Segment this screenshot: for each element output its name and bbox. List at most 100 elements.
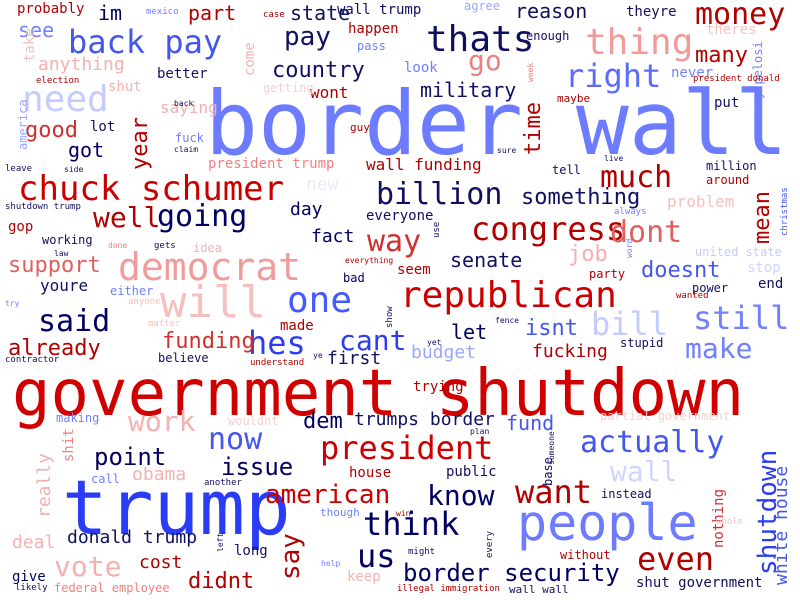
word-public: public	[446, 464, 497, 480]
word-everyone: everyone	[366, 208, 434, 224]
word-fuck: fuck	[175, 131, 204, 145]
word-trumps-border: trumps border	[354, 409, 495, 430]
word-put: put	[714, 95, 740, 111]
word-white-house: white house	[771, 465, 792, 585]
word-mean: mean	[750, 191, 775, 244]
word-still: still	[693, 299, 790, 337]
word-nancy-pelosi: nancy pelosi	[751, 41, 765, 128]
word-dem: dem	[303, 409, 343, 434]
word-much: much	[600, 160, 673, 195]
word-trying: trying	[413, 379, 464, 395]
word-take: take	[22, 28, 38, 62]
word-job: job	[568, 242, 608, 267]
word-cant: cant	[339, 324, 407, 357]
word-week: week	[526, 62, 535, 82]
word-got: got	[68, 138, 105, 162]
word-billion: billion	[376, 177, 503, 212]
word-matter: matter	[148, 319, 181, 329]
word-never: never	[671, 65, 714, 81]
word-instead: instead	[601, 487, 652, 501]
word-border-security: border security	[403, 559, 620, 587]
word-deal: deal	[12, 532, 56, 553]
word-working: working	[42, 233, 93, 247]
word-stupid: stupid	[620, 336, 664, 350]
word-shut: shut	[108, 79, 142, 95]
word-better: better	[157, 66, 208, 82]
word-make: make	[685, 332, 753, 365]
word-youre: youre	[40, 276, 89, 295]
word-long: long	[234, 543, 268, 559]
word-point: point	[94, 443, 167, 471]
word-case: case	[263, 10, 285, 20]
word-im: im	[98, 1, 123, 25]
word-use: use	[432, 221, 442, 238]
word-funding: funding	[162, 329, 255, 354]
word-lot: lot	[90, 119, 116, 135]
word-gets: gets	[154, 241, 176, 251]
word-thing: thing	[585, 22, 694, 63]
word-problem: problem	[667, 192, 735, 211]
word-already: already	[8, 336, 101, 361]
word-theyre: theyre	[626, 4, 677, 20]
word-help: help	[321, 559, 341, 568]
word-one: one	[287, 280, 353, 321]
word-another: another	[204, 478, 242, 488]
word-country: country	[272, 58, 365, 83]
word-try: try	[5, 299, 20, 308]
word-united-state: united state	[695, 245, 782, 259]
word-law: law	[54, 249, 69, 258]
word-democrat: democrat	[118, 245, 302, 289]
word-party: party	[589, 267, 626, 281]
word-president: president	[320, 429, 494, 467]
word-election: election	[36, 76, 80, 86]
word-say: say	[276, 533, 306, 580]
word-end: end	[758, 276, 784, 292]
word-didnt: didnt	[188, 569, 255, 594]
word-congress: congress	[471, 210, 626, 248]
word-believe: believe	[158, 351, 209, 365]
word-need: need	[22, 79, 109, 120]
word-idea: idea	[193, 241, 222, 255]
word-keep: keep	[347, 569, 381, 585]
word-power: power	[692, 281, 729, 295]
word-donald-trump: donald trump	[67, 527, 198, 548]
word-said: said	[38, 304, 111, 339]
word-republican: republican	[400, 275, 617, 316]
word-wont: wont	[310, 83, 349, 102]
word-way: way	[367, 224, 422, 259]
word-plan: plan	[470, 427, 490, 436]
word-happen: happen	[348, 21, 399, 37]
word-military: military	[420, 78, 517, 102]
word-pay: pay	[284, 22, 331, 52]
word-someone: someone	[547, 431, 556, 465]
word-theres: theres	[706, 22, 757, 38]
word-understand: understand	[250, 358, 305, 368]
word-might: might	[408, 547, 436, 557]
word-back-pay: back pay	[68, 23, 223, 61]
word-american: american	[265, 480, 391, 510]
word-see: see	[18, 18, 55, 42]
word-well: well	[93, 201, 161, 234]
word-doesnt: doesnt	[641, 258, 721, 283]
word-new: new	[306, 174, 339, 195]
word-time: time	[521, 102, 546, 155]
word-us: us	[357, 537, 396, 575]
word-year: year	[128, 117, 153, 170]
word-saying: saying	[160, 98, 218, 117]
word-likely: likely	[15, 583, 48, 593]
word-really: really	[34, 452, 55, 518]
word-claim: claim	[174, 145, 199, 154]
word-win: win	[396, 509, 411, 518]
word-fence: fence	[495, 316, 520, 325]
word-always: always	[614, 207, 647, 217]
word-money: money	[695, 0, 786, 32]
word-stop: stop	[747, 260, 781, 276]
word-part: part	[188, 1, 237, 25]
word-will: will	[160, 277, 266, 328]
word-fund: fund	[506, 411, 555, 435]
word-want: want	[515, 473, 593, 511]
word-getting: getting	[263, 81, 314, 95]
word-something: something	[521, 185, 641, 210]
word-illegal-immigration: illegal immigration	[397, 584, 500, 594]
